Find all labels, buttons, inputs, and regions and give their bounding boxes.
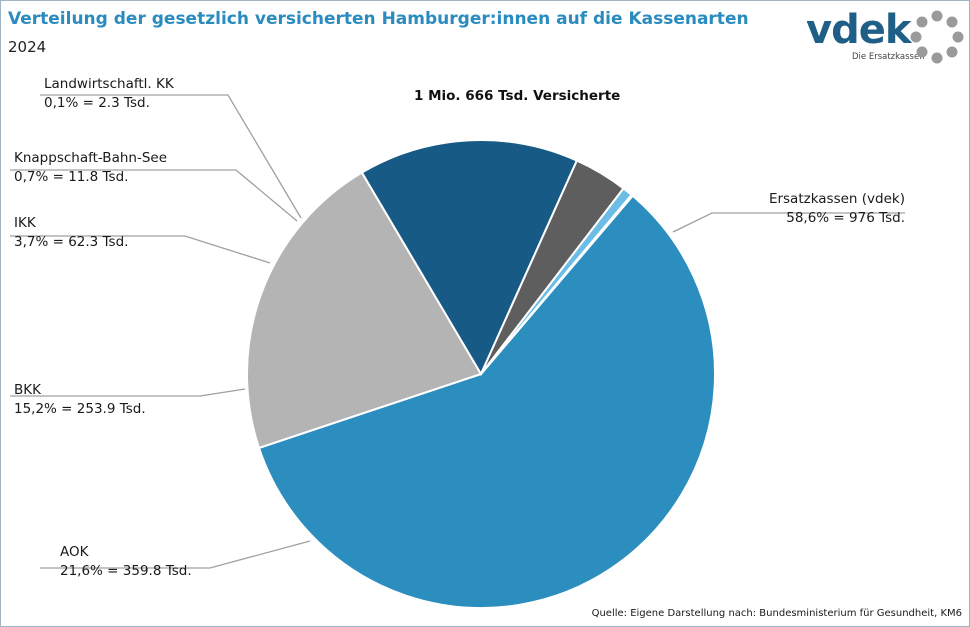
vdek-logo: vdek Die Ersatzkassen bbox=[806, 8, 966, 64]
chart-title: Verteilung der gesetzlich versicherten H… bbox=[8, 9, 749, 29]
leader-line-aok bbox=[40, 540, 311, 569]
logo-tagline: Die Ersatzkassen bbox=[852, 52, 925, 62]
leader-line-ikk bbox=[10, 235, 271, 264]
slice-value-ikk: 3,7% = 62.3 Tsd. bbox=[14, 234, 128, 250]
leader-line-bkk bbox=[10, 388, 246, 397]
slice-label-knappschaft-bahn-see: Knappschaft-Bahn-See bbox=[14, 150, 167, 166]
leader-line-ersatzkassen-vdek- bbox=[672, 212, 905, 233]
total-insured-label: 1 Mio. 666 Tsd. Versicherte bbox=[414, 88, 621, 104]
leader-line-landwirtschaftl-kk bbox=[40, 94, 302, 219]
logo-wordmark: vdek bbox=[806, 7, 911, 53]
slice-label-landwirtschaftl-kk: Landwirtschaftl. KK bbox=[44, 76, 175, 92]
slice-label-bkk: BKK bbox=[14, 382, 42, 398]
logo-ring-icon bbox=[910, 10, 964, 64]
slice-label-ersatzkassen-vdek-: Ersatzkassen (vdek) bbox=[769, 191, 905, 207]
slice-value-landwirtschaftl-kk: 0,1% = 2.3 Tsd. bbox=[44, 95, 150, 111]
slice-value-aok: 21,6% = 359.8 Tsd. bbox=[60, 563, 192, 579]
chart-subtitle: 2024 bbox=[8, 38, 47, 56]
pie-slice-aok bbox=[246, 171, 483, 450]
pie-slice-bkk bbox=[360, 139, 579, 377]
slice-value-knappschaft-bahn-see: 0,7% = 11.8 Tsd. bbox=[14, 169, 128, 185]
pie-slice-ersatzkassen-vdek- bbox=[257, 194, 716, 609]
slice-label-aok: AOK bbox=[60, 544, 90, 560]
slice-value-ersatzkassen-vdek-: 58,6% = 976 Tsd. bbox=[786, 210, 905, 226]
slice-value-bkk: 15,2% = 253.9 Tsd. bbox=[14, 401, 146, 417]
source-note: Quelle: Eigene Darstellung nach: Bundesm… bbox=[591, 608, 962, 619]
pie-slice-landwirtschaftl-kk bbox=[480, 193, 635, 375]
leader-line-knappschaft-bahn-see bbox=[10, 169, 298, 222]
slice-label-ikk: IKK bbox=[14, 215, 37, 231]
